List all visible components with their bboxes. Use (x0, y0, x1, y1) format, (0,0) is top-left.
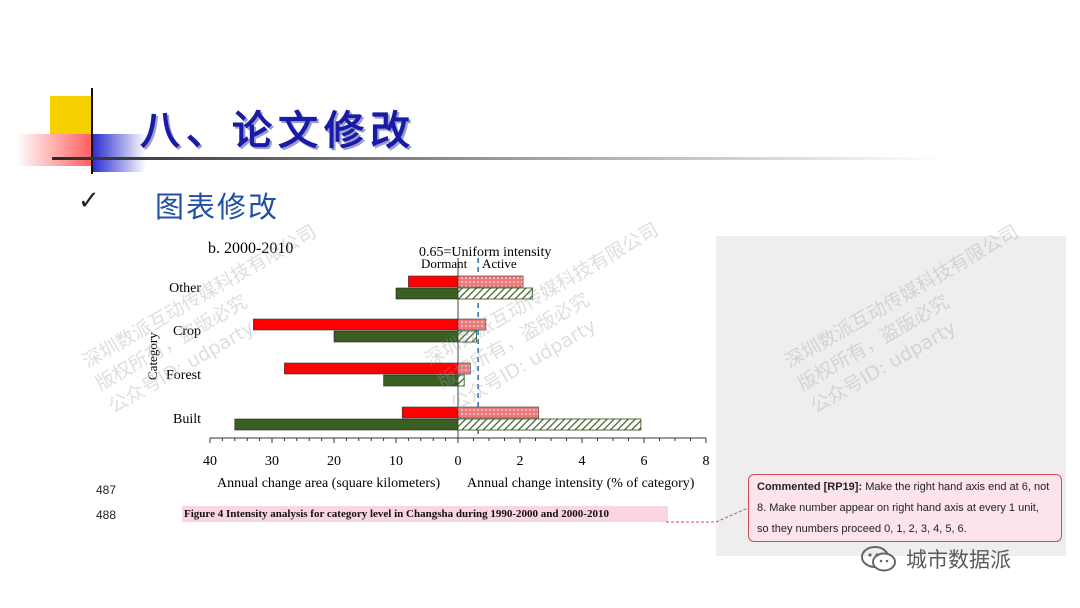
bar-area-1990 (408, 275, 459, 288)
right-tick-label: 6 (641, 454, 648, 469)
deco-blue-block (92, 134, 146, 172)
figure-caption: Figure 4 Intensity analysis for category… (182, 506, 668, 522)
chart-plot: 40 30 20 10 0 2 4 6 8 Other Crop Forest Built (166, 258, 710, 469)
wechat-icon (861, 546, 896, 572)
right-x-axis-label: Annual change intensity (% of category) (467, 476, 695, 491)
right-tick-label: 2 (517, 454, 524, 469)
right-tick-label: 4 (579, 454, 586, 469)
left-tick-label: 10 (389, 454, 403, 469)
comment-author: Commented [RP19]: (757, 481, 863, 493)
bullet-text: 图表修改 (155, 190, 280, 224)
bar-intensity-1990 (457, 362, 471, 375)
left-x-axis-label: Annual change area (square kilometers) (217, 476, 440, 491)
left-tick-label: 0 (455, 454, 462, 469)
line-number-487: 487 (96, 483, 117, 497)
bar-intensity-2000 (457, 330, 478, 343)
active-label: Active (482, 256, 517, 271)
bar-area-2000 (333, 330, 459, 343)
bar-area-2000 (234, 418, 459, 431)
left-tick-label: 20 (327, 454, 341, 469)
bar-area-1990 (401, 406, 459, 419)
line-number-488: 488 (96, 508, 117, 522)
category-label: Crop (173, 324, 201, 339)
bar-intensity-1990 (457, 318, 487, 331)
deco-vertical-line (91, 88, 93, 174)
brand-watermark: 城市数据派 (860, 544, 1011, 574)
bar-intensity-1990 (457, 275, 524, 288)
check-icon: ✓ (78, 186, 100, 216)
deco-red-block (16, 134, 94, 166)
left-tick-label: 40 (203, 454, 217, 469)
left-tick-label: 30 (265, 454, 279, 469)
panel-label: b. 2000-2010 (208, 240, 293, 257)
right-tick-label: 8 (703, 454, 710, 469)
category-label: Built (173, 412, 201, 427)
bar-area-2000 (395, 287, 459, 300)
category-label: Forest (166, 368, 201, 383)
bar-area-1990 (253, 318, 459, 331)
y-axis-label: Category (145, 332, 160, 380)
bar-area-1990 (284, 362, 459, 375)
deco-yellow-square (50, 96, 92, 134)
brand-name: 城市数据派 (906, 548, 1011, 572)
deco-horizontal-line (52, 157, 942, 160)
bar-intensity-2000 (457, 374, 465, 387)
comment-text: Make the right hand axis end at 6, not 8… (757, 481, 1050, 535)
bar-intensity-1990 (457, 406, 539, 419)
bar-intensity-2000 (457, 287, 533, 300)
bar-area-2000 (383, 374, 459, 387)
slide-title: 八、论文修改 (140, 108, 416, 154)
bar-intensity-2000 (457, 418, 642, 431)
comment-box[interactable]: Commented [RP19]: Make the right hand ax… (748, 474, 1062, 542)
category-label: Other (169, 281, 201, 296)
dormant-label: Dormant (421, 256, 468, 271)
uniform-label: 0.65=Uniform intensity (419, 245, 551, 260)
